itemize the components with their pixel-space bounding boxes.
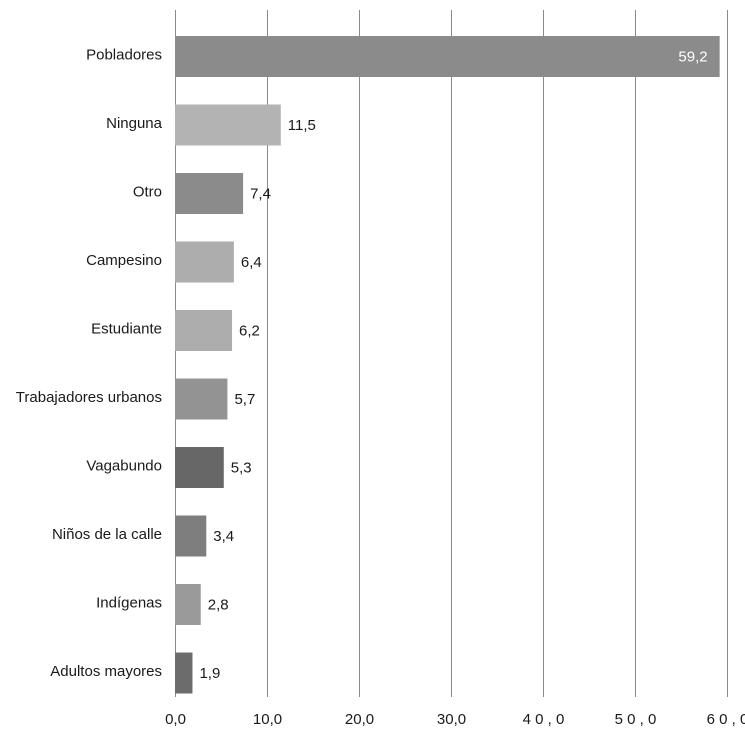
tick-layer: 0,0 10,0 20,0 30,0 4 0 , 0 5 0 , 0 6 0 , 0	[165, 711, 745, 728]
bar	[175, 584, 201, 625]
category-label: Campesino	[86, 252, 162, 269]
bar	[175, 241, 234, 283]
x-tick-label: 6 0 , 0	[707, 711, 745, 728]
bar	[175, 378, 228, 420]
value-label: 2,8	[208, 596, 229, 613]
category-label: Vagabundo	[86, 457, 162, 474]
bar	[175, 515, 207, 557]
category-label: Pobladores	[86, 46, 162, 63]
value-label: 1,9	[199, 665, 220, 682]
value-label: 5,7	[234, 391, 255, 408]
value-label: 59,2	[678, 48, 707, 65]
label-layer: Pobladores 59,2 Ninguna 11,5 Otro 7,4 Campesin…	[16, 46, 708, 682]
bar	[175, 652, 193, 694]
x-tick-label: 20,0	[345, 711, 374, 728]
category-label: Trabajadores urbanos	[16, 389, 162, 406]
bar	[175, 36, 720, 77]
category-label: Indígenas	[96, 594, 162, 611]
category-label: Niños de la calle	[52, 526, 162, 543]
value-label: 3,4	[213, 528, 234, 545]
category-label: Adultos mayores	[50, 663, 162, 680]
category-label: Estudiante	[91, 320, 162, 337]
bar-layer	[175, 36, 720, 694]
x-tick-label: 5 0 , 0	[615, 711, 657, 728]
x-tick-label: 30,0	[437, 711, 466, 728]
bar	[175, 447, 224, 488]
x-tick-label: 0,0	[165, 711, 186, 728]
category-label: Otro	[133, 183, 162, 200]
value-label: 5,3	[231, 459, 252, 476]
value-label: 6,4	[241, 254, 262, 271]
x-tick-label: 4 0 , 0	[523, 711, 565, 728]
category-label: Ninguna	[106, 115, 163, 132]
bar	[175, 310, 233, 351]
x-tick-label: 10,0	[253, 711, 282, 728]
value-label: 11,5	[288, 117, 316, 134]
value-label: 7,4	[250, 185, 271, 202]
value-label: 6,2	[239, 322, 260, 339]
bar	[175, 173, 244, 214]
bar	[175, 104, 281, 146]
